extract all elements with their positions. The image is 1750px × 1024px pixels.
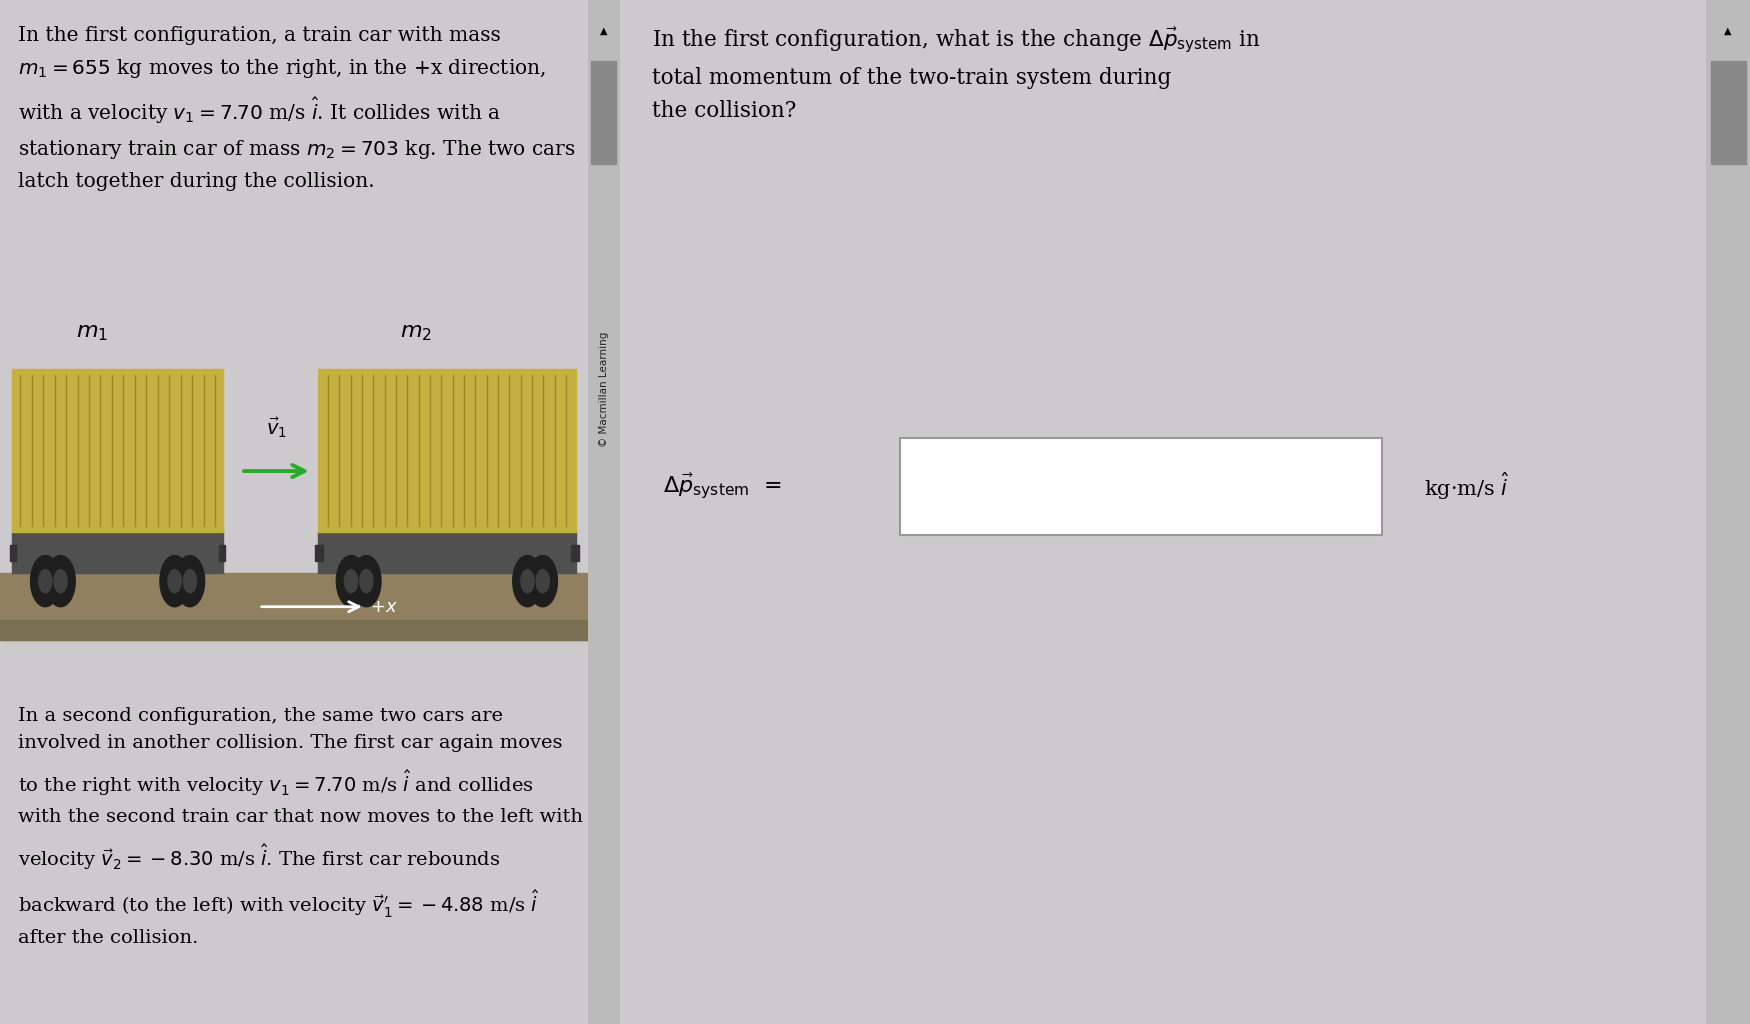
Text: kg·m/s $\hat{i}$: kg·m/s $\hat{i}$ (1424, 471, 1510, 502)
Bar (1712, 61, 1746, 164)
Bar (317, 532, 576, 573)
Bar (315, 545, 324, 561)
Bar (219, 545, 226, 561)
Bar (317, 369, 576, 532)
Bar (10, 545, 16, 561)
Circle shape (38, 569, 52, 593)
Circle shape (168, 569, 182, 593)
Bar (0, 620, 588, 640)
Circle shape (536, 569, 550, 593)
Bar (12, 532, 224, 573)
Circle shape (336, 555, 366, 606)
Circle shape (528, 555, 558, 606)
Circle shape (360, 569, 373, 593)
Text: $+x$: $+x$ (371, 598, 399, 615)
FancyBboxPatch shape (900, 438, 1382, 535)
Text: In the first configuration, what is the change $\Delta\vec{p}_{\mathrm{system}}$: In the first configuration, what is the … (653, 26, 1262, 122)
Circle shape (46, 555, 75, 606)
Circle shape (345, 569, 357, 593)
Circle shape (184, 569, 196, 593)
Text: In the first configuration, a train car with mass
$m_1 = 655$ kg moves to the ri: In the first configuration, a train car … (18, 26, 576, 190)
Bar (570, 545, 579, 561)
Text: $\vec{v}_1$: $\vec{v}_1$ (266, 416, 287, 440)
Bar (0, 573, 588, 640)
Circle shape (159, 555, 189, 606)
Text: © Macmillan Learning: © Macmillan Learning (598, 332, 609, 446)
Bar (12, 369, 224, 532)
Bar (592, 61, 616, 164)
Circle shape (352, 555, 382, 606)
Text: $m_2$: $m_2$ (399, 322, 432, 343)
Text: In a second configuration, the same two cars are
involved in another collision. : In a second configuration, the same two … (18, 707, 583, 947)
Circle shape (175, 555, 205, 606)
Circle shape (513, 555, 542, 606)
Text: ▲: ▲ (1724, 26, 1732, 36)
Text: $m_1$: $m_1$ (77, 322, 108, 343)
Text: ▲: ▲ (600, 26, 607, 36)
Text: $\Delta\vec{p}_{\mathrm{system}}$  =: $\Delta\vec{p}_{\mathrm{system}}$ = (663, 471, 782, 502)
Circle shape (54, 569, 66, 593)
Circle shape (30, 555, 60, 606)
Circle shape (522, 569, 534, 593)
